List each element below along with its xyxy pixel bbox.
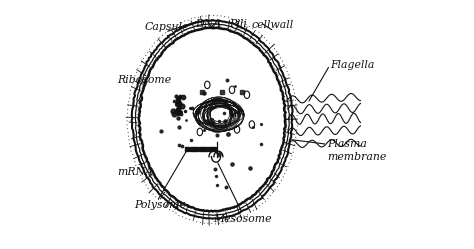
Text: Plasma
membrane: Plasma membrane xyxy=(328,139,387,162)
Text: Flagella: Flagella xyxy=(330,60,374,70)
Text: DNA: DNA xyxy=(195,19,221,29)
Text: Polysome: Polysome xyxy=(134,200,186,210)
Text: Mesosome: Mesosome xyxy=(213,214,271,224)
Text: Pili: Pili xyxy=(229,19,247,29)
Text: Capsule: Capsule xyxy=(144,22,189,32)
Text: mRNA: mRNA xyxy=(118,167,154,177)
Text: Ribosome: Ribosome xyxy=(118,75,172,85)
Text: cellwall: cellwall xyxy=(252,20,294,30)
